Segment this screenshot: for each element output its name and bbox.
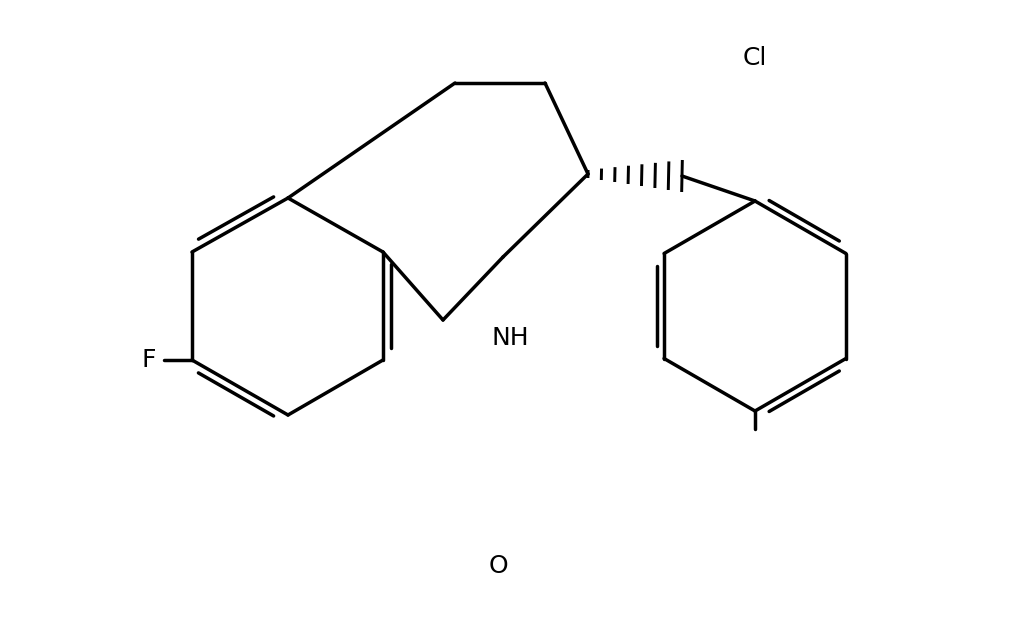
Text: Cl: Cl bbox=[743, 46, 767, 70]
Text: O: O bbox=[488, 554, 508, 578]
Text: F: F bbox=[142, 348, 156, 372]
Text: NH: NH bbox=[491, 326, 528, 350]
